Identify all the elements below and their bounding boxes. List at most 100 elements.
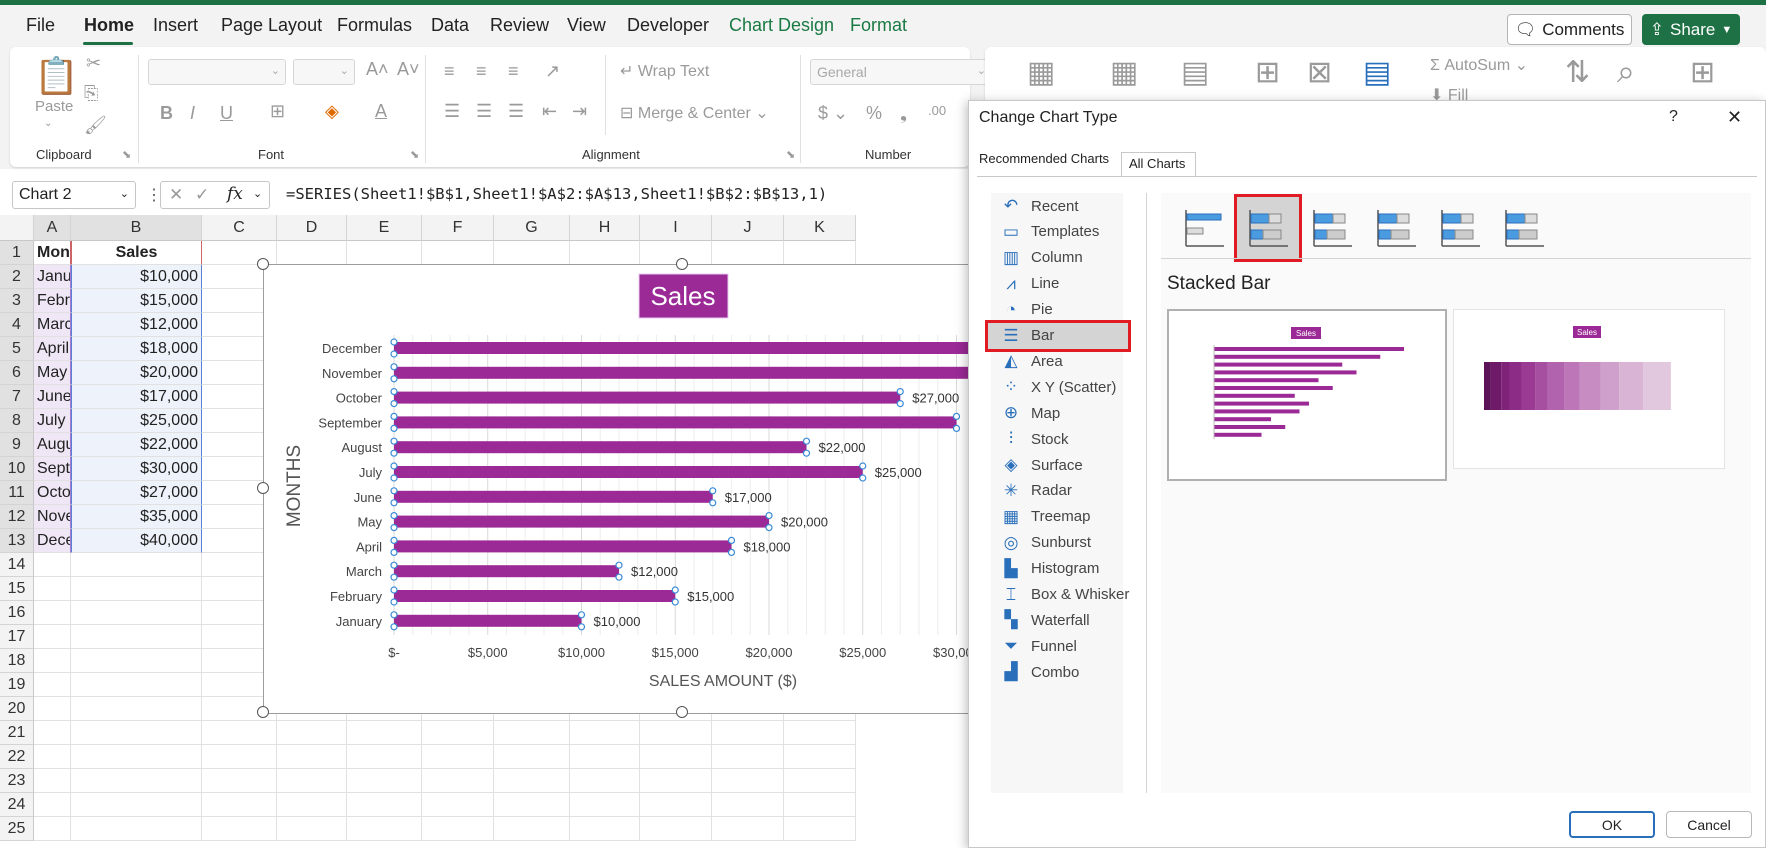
chart-type-funnel[interactable]: ⏷ Funnel [1001,633,1141,659]
bar-handle[interactable] [390,623,398,631]
bar[interactable] [394,490,713,503]
cell-sales[interactable]: $15,000 [71,289,202,313]
bar-handle[interactable] [390,611,398,619]
bar-handle[interactable] [709,487,717,495]
bar-handle[interactable] [859,462,867,470]
cell-sales[interactable]: $40,000 [71,529,202,553]
empty-cell[interactable] [712,721,784,745]
empty-cell[interactable] [570,817,640,841]
cell-month[interactable]: January [34,265,71,289]
conditional-format-icon[interactable]: ▦ [1027,56,1056,89]
empty-cell[interactable] [71,697,202,721]
bar-handle[interactable] [765,512,773,520]
row-header[interactable]: 18 [0,649,34,673]
menu-chart-design[interactable]: Chart Design [729,15,835,35]
empty-cell[interactable] [640,817,712,841]
chart-type-x-y-scatter[interactable]: ⁘ X Y (Scatter) [1001,374,1141,400]
bar-handle[interactable] [390,350,398,358]
help-icon[interactable]: ? [1669,108,1678,125]
dialog-launcher-icon[interactable]: ⬊ [786,149,796,161]
increase-font-icon[interactable]: A˄ [366,59,389,79]
bar-handle[interactable] [709,499,717,507]
chart-type-surface[interactable]: ◈ Surface [1001,452,1141,478]
currency-icon[interactable]: $ ⌄ [818,103,849,123]
empty-cell[interactable] [422,793,494,817]
column-header[interactable]: C [202,215,277,241]
bar-handle[interactable] [802,449,811,457]
bar-handle[interactable] [390,524,398,532]
align-center-icon[interactable]: ☰ [476,101,493,121]
row-header[interactable]: 8 [0,409,34,433]
column-header[interactable]: G [494,215,570,241]
empty-cell[interactable] [422,817,494,841]
cell-month[interactable]: August [34,433,71,457]
cell-styles-icon[interactable]: ▤ [1181,56,1210,89]
wrap-text-button[interactable]: ↵ Wrap Text [620,63,710,80]
bar[interactable] [394,366,1051,379]
fill-button[interactable]: ⬇ Fill [1430,87,1469,104]
empty-cell[interactable] [34,793,71,817]
chart-type-sunburst[interactable]: ◎ Sunburst [1001,530,1141,556]
cell-month[interactable]: February [34,289,71,313]
empty-cell[interactable] [71,577,202,601]
header-cell-month[interactable]: Month [34,241,71,265]
bar-handle[interactable] [896,400,904,408]
menu-review[interactable]: Review [490,15,550,35]
empty-cell[interactable] [347,745,422,769]
cell-sales[interactable]: $35,000 [71,505,202,529]
bar-handle[interactable] [802,437,811,445]
bar-handle[interactable] [390,598,398,606]
empty-cell[interactable] [277,769,347,793]
bar-handle[interactable] [390,363,398,371]
italic-icon[interactable]: I [190,103,196,123]
empty-cell[interactable] [640,769,712,793]
cell-sales[interactable]: $10,000 [71,265,202,289]
bar-handle[interactable] [671,586,679,594]
cell-sales[interactable]: $17,000 [71,385,202,409]
cell-sales[interactable]: $20,000 [71,361,202,385]
menu-home[interactable]: Home [84,15,135,35]
comma-style-icon[interactable]: ❟ [900,103,908,123]
bar-handle[interactable] [859,474,867,482]
bar-handle[interactable] [390,561,398,569]
sort-filter-icon[interactable]: ⇅ [1565,56,1591,89]
empty-cell[interactable] [347,721,422,745]
bar[interactable] [394,342,1144,354]
tab-all-charts[interactable]: All Charts [1121,152,1196,176]
align-top-icon[interactable]: ≡ [444,61,455,81]
more-options-icon[interactable]: ⋮ [146,187,162,204]
name-box[interactable]: Chart 2 ⌄ [12,181,136,209]
column-header[interactable]: H [570,215,640,241]
bar-handle[interactable] [765,524,773,532]
empty-cell[interactable] [494,817,570,841]
row-header[interactable]: 24 [0,793,34,817]
empty-cell[interactable] [34,721,71,745]
cell-month[interactable]: April [34,337,71,361]
column-header[interactable]: K [784,215,856,241]
column-header[interactable]: I [640,215,712,241]
empty-cell[interactable] [277,793,347,817]
empty-cell[interactable] [347,793,422,817]
format-cells-icon[interactable]: ▤ [1363,56,1392,89]
chart-type-radar[interactable]: ✳ Radar [1001,478,1141,504]
empty-cell[interactable] [277,721,347,745]
row-header[interactable]: 6 [0,361,34,385]
row-header[interactable]: 7 [0,385,34,409]
bar-handle[interactable] [390,387,398,396]
menu-formulas[interactable]: Formulas [337,15,413,35]
chart-type-combo[interactable]: ▟ Combo [1001,659,1141,685]
empty-cell[interactable] [202,241,277,265]
clustered-bar-icon[interactable] [1173,197,1235,259]
empty-cell[interactable] [34,745,71,769]
bar-handle[interactable] [390,449,398,457]
cell-month[interactable]: December [34,529,71,553]
empty-cell[interactable] [784,241,856,265]
empty-cell[interactable] [640,793,712,817]
bar-handle[interactable] [577,623,586,631]
bar-handle[interactable] [615,561,623,569]
empty-cell[interactable] [71,769,202,793]
column-header[interactable]: D [277,215,347,241]
empty-cell[interactable] [347,241,422,265]
bar-handle[interactable] [390,437,398,445]
